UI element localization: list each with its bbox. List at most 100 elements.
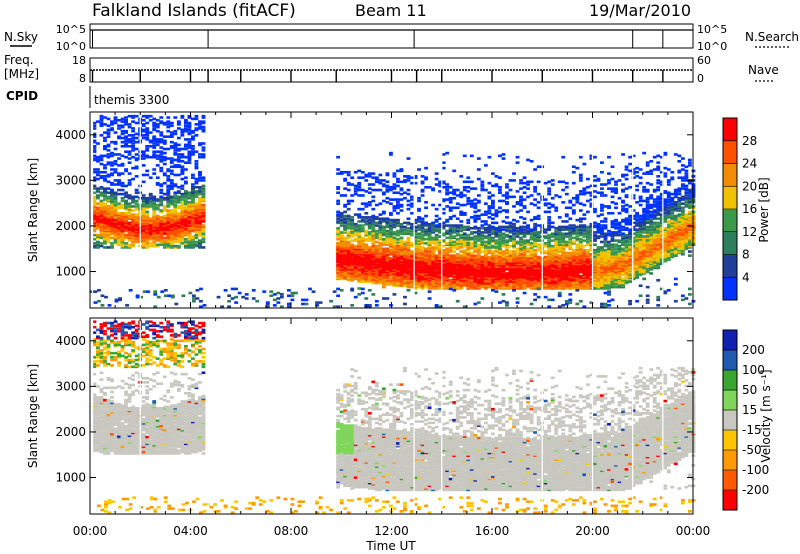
power-cell [396,232,400,236]
power-cell [399,265,404,268]
power-cell [431,259,436,263]
date-title: 19/Mar/2010 [589,1,691,20]
power-cell [183,229,188,233]
power-cell [367,225,372,229]
power-cell [148,232,153,236]
power-cell [459,246,464,249]
power-cell [420,287,425,290]
power-cell [476,274,481,278]
power-cell [413,287,418,290]
power-cell [589,248,594,252]
power-cell [512,280,516,283]
power-cell [120,244,125,248]
power-cell [152,233,157,237]
power-cell [568,243,573,247]
power-cell [459,244,464,248]
power-cell [343,170,348,174]
power-cell [357,214,362,218]
power-cell [529,262,534,266]
power-cell [561,243,566,247]
power-cell [103,198,107,201]
power-cell [131,227,136,230]
power-cell [452,169,457,173]
power-cell [438,242,443,245]
power-cell [403,283,407,286]
power-cell [191,237,195,241]
power-cell [191,135,195,138]
power-cell [564,262,569,266]
power-cell [536,232,541,236]
power-cell [134,224,139,227]
power-cell [431,265,436,268]
power-cell [183,181,188,185]
power-cell [462,232,467,236]
power-cell [424,229,428,233]
power-cell [152,142,157,145]
power-cell [578,192,583,196]
power-cell [427,228,432,231]
power-cell [346,247,351,251]
power-cell [183,237,188,241]
power-cell [480,257,485,260]
power-cell [434,283,439,286]
power-cell [533,258,538,262]
power-cell [473,285,478,289]
power-cell [557,270,562,274]
power-cell [92,150,97,154]
power-cell [519,274,523,278]
power-cell [406,257,411,260]
power-cell [106,210,111,214]
power-cell [392,218,397,222]
power-cell [152,213,157,216]
power-cell [92,154,97,158]
power-cell [578,280,583,283]
power-cell [96,158,100,162]
power-cell [343,221,348,225]
power-cell [536,263,541,267]
power-cell [476,199,481,203]
power-cell [99,232,104,236]
power-cell [438,276,443,279]
power-cell [191,199,195,203]
power-cell [459,220,464,223]
power-cell [198,173,202,177]
power-cell [469,232,474,236]
power-cell [515,250,520,253]
power-cell [445,287,450,290]
power-cell [198,242,202,245]
power-cell [603,272,608,275]
power-cell [145,154,150,158]
power-cell [113,228,118,231]
power-cell [585,243,590,247]
power-cell [413,257,418,260]
power-cell [367,278,372,282]
power-cell [152,172,157,175]
power-cell [374,281,379,285]
power-cell [159,221,164,225]
power-cell [568,246,573,249]
power-cell [476,258,481,262]
power-cell [191,211,195,215]
power-cell [424,254,428,257]
power-cell [378,179,383,182]
power-cell [141,246,146,249]
power-cell [403,257,407,260]
power-cell [515,287,520,290]
power-cell [582,285,587,289]
power-cell [134,216,139,219]
power-cell [124,213,128,216]
power-cell [374,272,379,275]
power-cell [424,222,428,226]
power-cell [120,243,125,247]
power-cell [480,285,485,289]
power-cell [367,222,372,226]
power-cell [431,270,436,274]
power-cell [455,258,460,262]
power-cell [494,254,499,257]
power-cell [424,284,428,288]
power-cell [381,258,386,262]
power-cell [505,248,509,252]
power-cell [501,239,506,242]
power-cell [343,237,348,241]
power-cell [462,254,467,257]
